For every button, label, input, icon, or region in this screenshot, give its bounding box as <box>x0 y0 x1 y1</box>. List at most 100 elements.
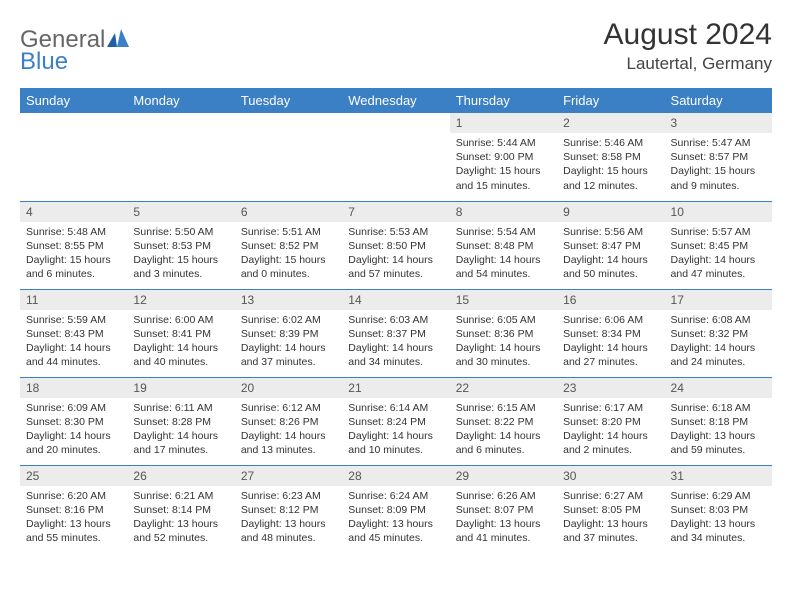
day-number-empty <box>127 113 234 133</box>
day-number: 5 <box>127 202 234 222</box>
sunset-line: Sunset: 8:12 PM <box>241 503 336 517</box>
sunrise-line: Sunrise: 6:24 AM <box>348 489 443 503</box>
daylight-line: Daylight: 13 hours and 55 minutes. <box>26 517 121 545</box>
daylight-line: Daylight: 13 hours and 48 minutes. <box>241 517 336 545</box>
sunrise-line: Sunrise: 5:57 AM <box>671 225 766 239</box>
day-data: Sunrise: 6:24 AMSunset: 8:09 PMDaylight:… <box>342 486 449 550</box>
sunset-line: Sunset: 8:16 PM <box>26 503 121 517</box>
sunset-line: Sunset: 8:48 PM <box>456 239 551 253</box>
logo-word2: Blue <box>20 48 68 76</box>
day-data: Sunrise: 5:50 AMSunset: 8:53 PMDaylight:… <box>127 222 234 286</box>
sunrise-line: Sunrise: 6:23 AM <box>241 489 336 503</box>
calendar-cell: 17Sunrise: 6:08 AMSunset: 8:32 PMDayligh… <box>665 289 772 377</box>
sunrise-line: Sunrise: 6:00 AM <box>133 313 228 327</box>
calendar-cell: 26Sunrise: 6:21 AMSunset: 8:14 PMDayligh… <box>127 465 234 553</box>
sunrise-line: Sunrise: 5:51 AM <box>241 225 336 239</box>
sunset-line: Sunset: 8:09 PM <box>348 503 443 517</box>
daylight-line: Daylight: 15 hours and 15 minutes. <box>456 164 551 192</box>
daylight-line: Daylight: 13 hours and 37 minutes. <box>563 517 658 545</box>
sunset-line: Sunset: 8:53 PM <box>133 239 228 253</box>
day-number: 16 <box>557 290 664 310</box>
calendar-cell: 8Sunrise: 5:54 AMSunset: 8:48 PMDaylight… <box>450 201 557 289</box>
sunrise-line: Sunrise: 6:08 AM <box>671 313 766 327</box>
sunrise-line: Sunrise: 6:14 AM <box>348 401 443 415</box>
daylight-line: Daylight: 14 hours and 10 minutes. <box>348 429 443 457</box>
calendar-cell: 24Sunrise: 6:18 AMSunset: 8:18 PMDayligh… <box>665 377 772 465</box>
calendar-cell: 10Sunrise: 5:57 AMSunset: 8:45 PMDayligh… <box>665 201 772 289</box>
day-number: 3 <box>665 113 772 133</box>
day-number: 31 <box>665 466 772 486</box>
calendar-cell: 22Sunrise: 6:15 AMSunset: 8:22 PMDayligh… <box>450 377 557 465</box>
day-data: Sunrise: 5:57 AMSunset: 8:45 PMDaylight:… <box>665 222 772 286</box>
sunrise-line: Sunrise: 6:09 AM <box>26 401 121 415</box>
sunset-line: Sunset: 8:43 PM <box>26 327 121 341</box>
day-header: Friday <box>557 88 664 113</box>
sunrise-line: Sunrise: 6:26 AM <box>456 489 551 503</box>
daylight-line: Daylight: 13 hours and 45 minutes. <box>348 517 443 545</box>
day-data: Sunrise: 6:27 AMSunset: 8:05 PMDaylight:… <box>557 486 664 550</box>
day-data: Sunrise: 6:23 AMSunset: 8:12 PMDaylight:… <box>235 486 342 550</box>
calendar-cell: 18 Sunrise: 6:09 AMSunset: 8:30 PMDayligh… <box>20 377 127 465</box>
calendar-cell: 12Sunrise: 6:00 AMSunset: 8:41 PMDayligh… <box>127 289 234 377</box>
page-title: August 2024 <box>604 18 772 52</box>
daylight-line: Daylight: 15 hours and 9 minutes. <box>671 164 766 192</box>
daylight-line: Daylight: 14 hours and 50 minutes. <box>563 253 658 281</box>
daylight-line: Daylight: 14 hours and 30 minutes. <box>456 341 551 369</box>
day-number: 19 <box>127 378 234 398</box>
daylight-line: Daylight: 14 hours and 20 minutes. <box>26 429 121 457</box>
day-number: 24 <box>665 378 772 398</box>
calendar-cell: 23Sunrise: 6:17 AMSunset: 8:20 PMDayligh… <box>557 377 664 465</box>
sunset-line: Sunset: 9:00 PM <box>456 150 551 164</box>
calendar-cell: 28Sunrise: 6:24 AMSunset: 8:09 PMDayligh… <box>342 465 449 553</box>
calendar-cell: 1Sunrise: 5:44 AMSunset: 9:00 PMDaylight… <box>450 113 557 201</box>
calendar-cell: 14Sunrise: 6:03 AMSunset: 8:37 PMDayligh… <box>342 289 449 377</box>
day-data: Sunrise: 5:46 AMSunset: 8:58 PMDaylight:… <box>557 133 664 197</box>
day-data: Sunrise: 6:11 AMSunset: 8:28 PMDaylight:… <box>127 398 234 462</box>
sunset-line: Sunset: 8:03 PM <box>671 503 766 517</box>
calendar-cell: 30Sunrise: 6:27 AMSunset: 8:05 PMDayligh… <box>557 465 664 553</box>
day-header: Thursday <box>450 88 557 113</box>
day-data: Sunrise: 5:59 AMSunset: 8:43 PMDaylight:… <box>20 310 127 374</box>
day-number: 6 <box>235 202 342 222</box>
calendar-cell: 3Sunrise: 5:47 AMSunset: 8:57 PMDaylight… <box>665 113 772 201</box>
sunrise-line: Sunrise: 6:03 AM <box>348 313 443 327</box>
calendar-row: 1Sunrise: 5:44 AMSunset: 9:00 PMDaylight… <box>20 113 772 201</box>
sunset-line: Sunset: 8:37 PM <box>348 327 443 341</box>
daylight-line: Daylight: 13 hours and 34 minutes. <box>671 517 766 545</box>
daylight-line: Daylight: 15 hours and 0 minutes. <box>241 253 336 281</box>
day-number: 4 <box>20 202 127 222</box>
daylight-line: Daylight: 14 hours and 2 minutes. <box>563 429 658 457</box>
sunset-line: Sunset: 8:58 PM <box>563 150 658 164</box>
day-data: Sunrise: 5:56 AMSunset: 8:47 PMDaylight:… <box>557 222 664 286</box>
calendar-cell <box>127 113 234 201</box>
day-data: Sunrise: 6:08 AMSunset: 8:32 PMDaylight:… <box>665 310 772 374</box>
day-number-empty <box>342 113 449 133</box>
daylight-line: Daylight: 14 hours and 40 minutes. <box>133 341 228 369</box>
day-number: 15 <box>450 290 557 310</box>
day-number: 21 <box>342 378 449 398</box>
page-subtitle: Lautertal, Germany <box>604 54 772 74</box>
sunrise-line: Sunrise: 6:05 AM <box>456 313 551 327</box>
day-number: 30 <box>557 466 664 486</box>
sunrise-line: Sunrise: 5:48 AM <box>26 225 121 239</box>
daylight-line: Daylight: 14 hours and 27 minutes. <box>563 341 658 369</box>
daylight-line: Daylight: 15 hours and 3 minutes. <box>133 253 228 281</box>
sunset-line: Sunset: 8:32 PM <box>671 327 766 341</box>
day-data: Sunrise: 6:29 AMSunset: 8:03 PMDaylight:… <box>665 486 772 550</box>
daylight-line: Daylight: 13 hours and 52 minutes. <box>133 517 228 545</box>
day-number: 13 <box>235 290 342 310</box>
calendar-row: 4Sunrise: 5:48 AMSunset: 8:55 PMDaylight… <box>20 201 772 289</box>
sunset-line: Sunset: 8:28 PM <box>133 415 228 429</box>
day-number: 18 <box>20 378 127 398</box>
day-data: Sunrise: 5:53 AMSunset: 8:50 PMDaylight:… <box>342 222 449 286</box>
day-header: Tuesday <box>235 88 342 113</box>
day-number-empty <box>20 113 127 133</box>
calendar-cell: 4Sunrise: 5:48 AMSunset: 8:55 PMDaylight… <box>20 201 127 289</box>
day-header: Monday <box>127 88 234 113</box>
sunset-line: Sunset: 8:05 PM <box>563 503 658 517</box>
sunset-line: Sunset: 8:30 PM <box>26 415 121 429</box>
logo-line2: Blue <box>20 40 68 76</box>
daylight-line: Daylight: 13 hours and 41 minutes. <box>456 517 551 545</box>
sunrise-line: Sunrise: 6:17 AM <box>563 401 658 415</box>
calendar-cell: 25Sunrise: 6:20 AMSunset: 8:16 PMDayligh… <box>20 465 127 553</box>
